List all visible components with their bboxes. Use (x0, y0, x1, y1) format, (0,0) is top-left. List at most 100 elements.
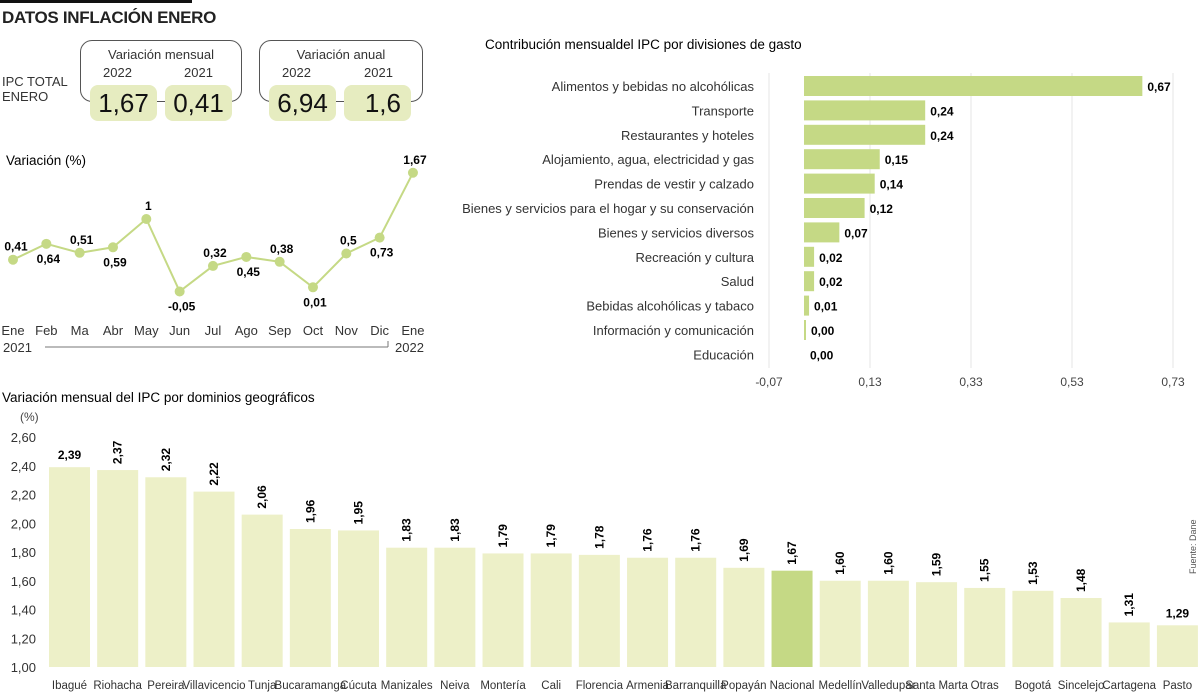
vbar-category-label: Popayán (721, 680, 766, 692)
hbar-category-label: Prendas de vestir y calzado (594, 177, 754, 192)
hbar-category-label: Educación (693, 347, 754, 362)
vbar-chart-title: Variación mensual del IPC por dominios g… (2, 390, 315, 405)
hbar-bar (804, 124, 926, 145)
vbar-y-tick-label: 2,40 (11, 459, 36, 474)
hbar-x-tick-label: 0,33 (959, 375, 983, 389)
vbar-data-label: 1,29 (1166, 606, 1190, 620)
vbar-bar (1156, 625, 1198, 667)
line-point (374, 232, 385, 243)
vbar-category-label: Nacional (770, 680, 815, 692)
vbar-y-tick-label: 1,00 (11, 660, 36, 675)
vbar-category-label: Armenia (626, 680, 669, 692)
vbar-data-label: 1,69 (737, 538, 751, 562)
monthly-year-a: 2022 (103, 65, 132, 80)
hbar-bar (804, 320, 806, 340)
annual-year-b: 2021 (364, 65, 393, 80)
hbar-bar (804, 271, 815, 292)
line-data-label: 0,59 (103, 255, 127, 269)
line-data-label: 0,51 (70, 233, 94, 247)
vbar-data-label: 1,83 (400, 518, 414, 542)
vbar-category-label: Florencia (576, 680, 624, 692)
line-point (74, 247, 85, 258)
hbar-category-label: Información y comunicación (593, 323, 754, 338)
line-point (241, 251, 252, 262)
vbar-category-label: Bogotá (1015, 680, 1052, 692)
line-data-label: 0,64 (37, 252, 61, 266)
hbar-bar (804, 246, 815, 267)
hbar-category-label: Restaurantes y hoteles (621, 128, 754, 143)
ipc-total-label: IPC TOTAL ENERO (2, 74, 68, 104)
vbar-data-label: 2,06 (255, 485, 269, 509)
hbar-data-label: 0,24 (930, 129, 954, 143)
vbar-bar (97, 470, 139, 667)
ipc-label-line1: IPC TOTAL (2, 74, 68, 89)
hbar-data-label: 0,14 (880, 178, 904, 192)
line-data-label: 0,32 (203, 246, 227, 260)
hbar-x-tick-label: -0,07 (755, 375, 783, 389)
line-x-tick-label: May (134, 323, 159, 338)
vbar-bar (1012, 590, 1054, 667)
monthly-variation-box: Variación mensual 2022 2021 1,67 0,41 (80, 40, 242, 121)
hbar-data-label: 0,00 (811, 324, 835, 338)
hbar-data-label: 0,02 (819, 275, 843, 289)
vbar-category-label: Bucaramanga (275, 680, 347, 692)
vbar-bar (530, 553, 572, 667)
vbar-category-label: Riohacha (93, 680, 142, 692)
hbar-bar (804, 149, 880, 170)
vbar-data-label: 1,55 (978, 558, 992, 582)
vbar-y-tick-label: 1,40 (11, 603, 36, 618)
vbar-y-tick-label: 1,80 (11, 545, 36, 560)
vbar-bar (289, 529, 331, 667)
line-data-label: 0,38 (270, 242, 294, 256)
vbar-bar (675, 557, 717, 667)
vbar-bar (482, 553, 524, 667)
vbar-data-label: 2,37 (111, 440, 125, 464)
line-x-tick-label: Ene (1, 323, 24, 338)
hbar-chart-title: Contribución mensualdel IPC por division… (485, 37, 802, 52)
hbar-category-label: Transporte (692, 103, 754, 118)
header-rule (0, 0, 192, 3)
vbar-bar (771, 570, 813, 667)
vbar-bar (49, 467, 90, 667)
vbar-data-label: 1,83 (448, 518, 462, 542)
line-x-tick-label: Abr (103, 323, 124, 338)
hbar-chart: -0,07 0,13 0,33 0,53 0,73 Alimentos y bebidas… (462, 73, 1185, 389)
vbar-category-label: Medellín (818, 680, 861, 692)
vbar-data-label: 1,95 (352, 501, 366, 525)
vbar-category-label: Cúcuta (340, 680, 377, 692)
hbar-data-label: 0,02 (819, 251, 843, 265)
line-chart-title: Variación (%) (6, 153, 86, 168)
line-point (207, 260, 218, 271)
hbar-data-label: 0,24 (930, 104, 954, 118)
vbar-data-label: 1,76 (641, 528, 655, 552)
vbar-bar (964, 587, 1006, 667)
hbar-x-tick-label: 0,73 (1161, 375, 1185, 389)
vbar-data-label: 1,79 (496, 524, 510, 548)
hbar-bar (804, 198, 865, 218)
vbar-category-label: Manizales (381, 680, 433, 692)
hbar-data-label: 0,00 (810, 348, 834, 362)
line-x-tick-label: Ago (235, 323, 258, 338)
vbar-data-label: 1,31 (1122, 593, 1136, 617)
monthly-year-b: 2021 (184, 65, 213, 80)
line-x-tick-label: Feb (35, 323, 57, 338)
vbar-category-label: Cartagena (1102, 680, 1156, 692)
line-point (8, 254, 18, 265)
vbar-category-label: Villavicencio (182, 680, 245, 692)
vbar-category-label: Cali (541, 680, 561, 692)
vbar-bar (338, 530, 380, 667)
hbar-category-label: Recreación y cultura (636, 250, 755, 265)
vbar-data-label: 1,48 (1074, 568, 1088, 592)
vbar-data-label: 2,32 (159, 448, 173, 472)
hbar-category-label: Salud (721, 274, 754, 289)
line-x-tick-label: Jul (205, 323, 222, 338)
vbar-bar (1108, 622, 1150, 667)
source-note: Fuente: Dane (1188, 519, 1198, 574)
hbar-bar (804, 222, 840, 243)
vbar-bar (916, 582, 958, 667)
vbar-y-tick-label: 1,20 (11, 631, 36, 646)
vbar-bar (867, 580, 909, 667)
hbar-data-label: 0,67 (1147, 80, 1171, 94)
hbar-category-label: Alimentos y bebidas no alcohólicas (552, 79, 755, 94)
line-x-tick-label: Oct (303, 323, 324, 338)
